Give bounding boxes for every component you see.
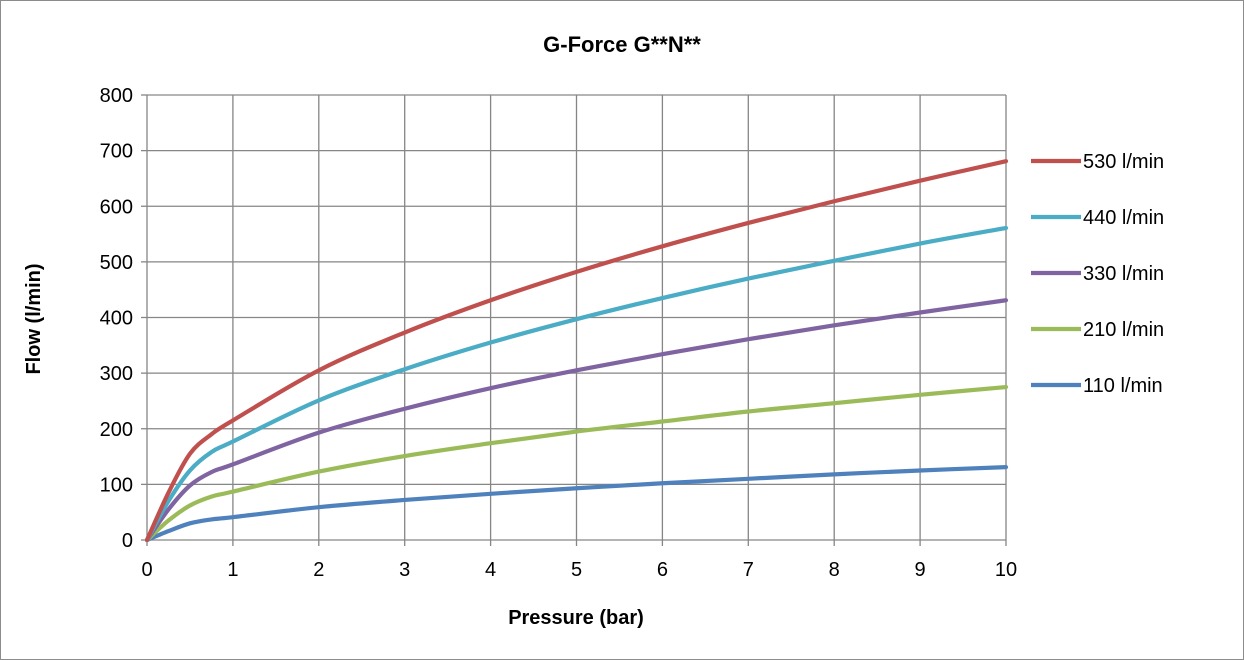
x-tick-label-1: 1 (227, 559, 238, 581)
series-line-330-l-min (144, 298, 1009, 543)
x-tick-label-4: 4 (485, 559, 496, 581)
chart-title: G-Force G**N** (543, 32, 701, 57)
x-tick-label-10: 10 (995, 559, 1017, 581)
legend: 530 l/min 440 l/min 330 l/min 210 l/min 110 … (1031, 151, 1164, 397)
y-tick-label-5: 500 (100, 252, 133, 274)
x-tick-label-6: 6 (657, 559, 668, 581)
legend-label-440-l-min: 440 l/min (1083, 207, 1164, 229)
series-line-440-l-min (144, 225, 1009, 543)
x-tick-label-3: 3 (399, 559, 410, 581)
y-tick-label-0: 0 (122, 530, 133, 552)
x-tick-label-7: 7 (743, 559, 754, 581)
x-tick-label-2: 2 (313, 559, 324, 581)
y-axis-ticks: 0 100 200 300 400 500 600 700 800 (100, 85, 133, 552)
y-tick-label-1: 100 (100, 474, 133, 496)
x-tick-label-0: 0 (141, 559, 152, 581)
y-tick-label-4: 400 (100, 308, 133, 330)
y-tick-label-6: 600 (100, 196, 133, 218)
x-tick-label-8: 8 (829, 559, 840, 581)
legend-label-210-l-min: 210 l/min (1083, 319, 1164, 341)
grid (141, 94, 1007, 546)
y-tick-label-2: 200 (100, 419, 133, 441)
x-tick-label-5: 5 (571, 559, 582, 581)
series-line-210-l-min (144, 384, 1009, 543)
y-tick-label-8: 800 (100, 85, 133, 107)
legend-label-330-l-min: 330 l/min (1083, 263, 1164, 285)
legend-label-110-l-min: 110 l/min (1083, 375, 1163, 397)
y-tick-label-7: 700 (100, 141, 133, 163)
series-line-110-l-min (144, 465, 1009, 543)
y-tick-label-3: 300 (100, 363, 133, 385)
x-axis-ticks: 0 1 2 3 4 5 6 7 8 9 10 (141, 559, 1017, 581)
x-tick-label-9: 9 (915, 559, 926, 581)
legend-label-530-l-min: 530 l/min (1083, 151, 1164, 173)
series-lines (144, 159, 1009, 543)
y-axis-label: Flow (l/min) (23, 263, 45, 374)
x-axis-label: Pressure (bar) (508, 607, 644, 629)
series-line-530-l-min (144, 159, 1009, 543)
